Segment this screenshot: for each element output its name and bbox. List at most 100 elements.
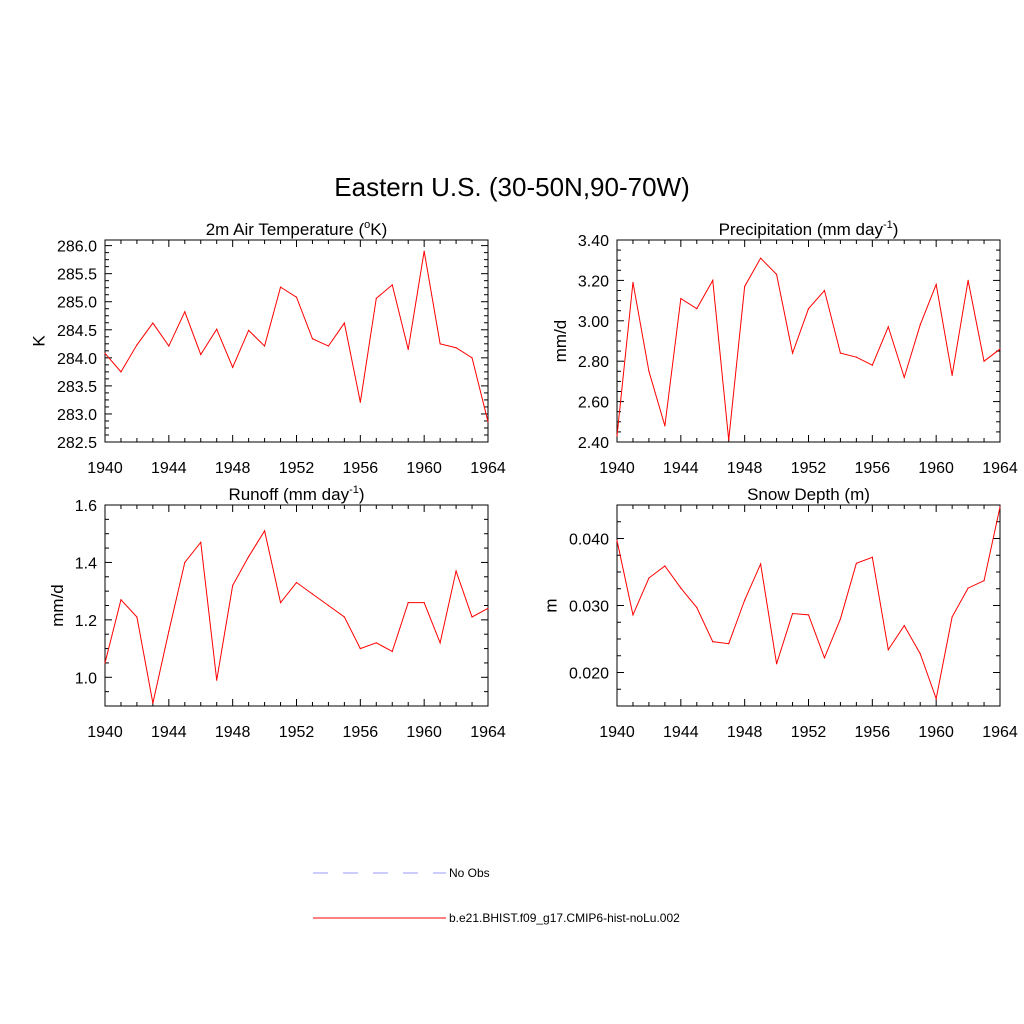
data-point bbox=[152, 702, 154, 704]
y-tick-label: 2.80 bbox=[578, 354, 609, 371]
data-point bbox=[839, 352, 842, 354]
data-point bbox=[248, 329, 250, 331]
data-point bbox=[823, 289, 826, 292]
data-point bbox=[823, 657, 826, 659]
data-point bbox=[999, 506, 1001, 508]
data-point bbox=[423, 602, 425, 604]
x-tick-label: 1960 bbox=[918, 460, 954, 477]
data-point bbox=[104, 352, 106, 354]
data-point bbox=[184, 311, 186, 313]
legend: No Obs b.e21.BHIST.f09_g17.CMIP6-hist-noL… bbox=[313, 866, 680, 925]
data-point bbox=[391, 284, 393, 286]
data-point bbox=[632, 614, 634, 616]
data-point bbox=[775, 273, 778, 275]
data-point bbox=[232, 584, 234, 587]
data-point bbox=[744, 285, 746, 288]
data-point bbox=[807, 614, 810, 616]
data-point bbox=[359, 401, 361, 403]
data-point bbox=[263, 345, 266, 347]
x-tick-label: 1960 bbox=[918, 724, 954, 741]
data-point bbox=[919, 324, 921, 326]
x-tick-label: 1964 bbox=[982, 724, 1018, 741]
panel-3: 1940 1944 1948 1952 1956 1960 1964 1.0 1.2 1.4 1.6… bbox=[48, 484, 506, 741]
x-tick-label: 1964 bbox=[470, 724, 506, 741]
data-point bbox=[664, 425, 666, 427]
y-tick-label: 2.60 bbox=[578, 395, 609, 412]
y-tick-label: 3.20 bbox=[578, 273, 609, 290]
x-tick-label: 1940 bbox=[599, 460, 635, 477]
data-point bbox=[807, 308, 810, 310]
data-point bbox=[728, 643, 730, 645]
y-tick-label: 1.0 bbox=[75, 670, 97, 687]
data-point bbox=[760, 257, 762, 259]
data-point bbox=[136, 616, 138, 618]
y-tick-label: 285.0 bbox=[57, 295, 97, 312]
data-point bbox=[455, 570, 457, 572]
data-point bbox=[343, 616, 345, 618]
y-tick-label: 3.40 bbox=[578, 233, 609, 250]
data-point bbox=[935, 283, 937, 286]
y-ticks bbox=[617, 504, 1000, 707]
y-tick-label: 1.6 bbox=[75, 498, 97, 515]
data-point bbox=[184, 561, 186, 564]
data-point bbox=[471, 616, 473, 618]
panels-group: 1940 1944 1948 1952 1956 1960 1964 282.5 283.0 28… bbox=[30, 219, 1018, 741]
plot-frame bbox=[616, 504, 1001, 707]
x-tick-label: 1948 bbox=[215, 460, 251, 477]
y-ticks bbox=[617, 239, 1000, 443]
x-tick-label: 1940 bbox=[87, 724, 123, 741]
panel-title: Snow Depth (m) bbox=[747, 485, 870, 504]
data-point bbox=[391, 650, 393, 653]
y-tick-label: 284.0 bbox=[57, 351, 97, 368]
data-point bbox=[120, 599, 122, 601]
data-point bbox=[648, 577, 650, 579]
y-tick-label: 0.040 bbox=[569, 532, 609, 549]
x-tick-label: 1944 bbox=[151, 460, 187, 477]
data-point bbox=[744, 599, 746, 601]
x-tick-label: 1960 bbox=[406, 724, 442, 741]
x-tick-label: 1956 bbox=[343, 460, 379, 477]
data-point bbox=[919, 653, 921, 655]
y-tick-label: 286.0 bbox=[57, 239, 97, 256]
data-point bbox=[279, 602, 282, 604]
data-point bbox=[168, 345, 170, 347]
panel-title: Runoff (mm day-1) bbox=[228, 484, 364, 504]
panel-4: 1940 1944 1948 1952 1956 1960 1964 0.020 0.030 0.… bbox=[542, 485, 1018, 741]
x-tick-label: 1956 bbox=[855, 460, 891, 477]
data-point bbox=[407, 602, 409, 604]
data-point bbox=[632, 281, 634, 284]
y-tick-label: 1.4 bbox=[75, 555, 97, 572]
data-point bbox=[999, 348, 1001, 350]
figure-title: Eastern U.S. (30-50N,90-70W) bbox=[334, 172, 689, 202]
data-point bbox=[423, 250, 425, 252]
data-point bbox=[311, 338, 314, 340]
data-point bbox=[343, 322, 345, 324]
y-tick-label: 283.5 bbox=[57, 379, 97, 396]
series-line bbox=[616, 506, 1001, 701]
data-point bbox=[760, 563, 762, 565]
data-point bbox=[616, 539, 618, 542]
data-point bbox=[839, 618, 842, 620]
plot-frame bbox=[616, 239, 1001, 443]
data-point bbox=[664, 565, 666, 567]
data-point bbox=[983, 580, 985, 582]
data-point bbox=[216, 328, 218, 330]
x-tick-label: 1948 bbox=[215, 724, 251, 741]
data-point bbox=[439, 642, 441, 644]
x-tick-label: 1960 bbox=[406, 460, 442, 477]
data-point bbox=[439, 343, 441, 345]
legend-item: No Obs bbox=[313, 866, 490, 880]
data-point bbox=[967, 279, 969, 281]
x-tick-label: 1956 bbox=[855, 724, 891, 741]
data-point bbox=[951, 616, 953, 618]
series-line bbox=[104, 529, 489, 704]
data-point bbox=[871, 556, 873, 558]
legend-label: b.e21.BHIST.f09_g17.CMIP6-hist-noLu.002 bbox=[449, 911, 680, 925]
data-point bbox=[791, 612, 794, 615]
data-point bbox=[712, 279, 714, 281]
data-point bbox=[855, 356, 857, 358]
data-point bbox=[295, 296, 298, 298]
y-tick-label: 1.2 bbox=[75, 613, 97, 630]
data-point bbox=[471, 357, 473, 359]
